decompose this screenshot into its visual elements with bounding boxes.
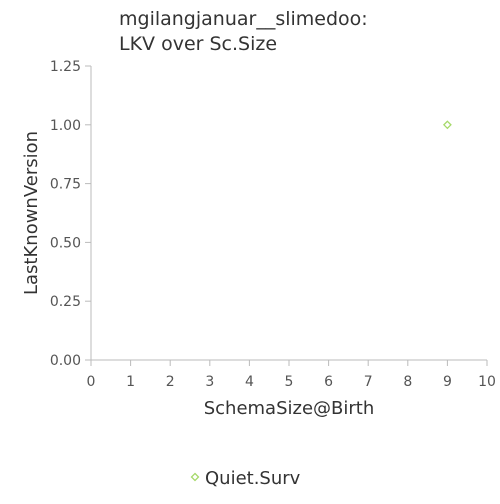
y-axis-label: LastKnownVersion	[21, 131, 42, 295]
x-tick-label: 2	[166, 374, 175, 390]
data-point	[442, 120, 452, 130]
chart-title-line-2: LKV over Sc.Size	[119, 33, 277, 55]
y-tick-label: 1.25	[50, 59, 81, 75]
x-tick-label: 3	[205, 374, 214, 390]
y-tick-label: 0.25	[50, 294, 81, 310]
legend: Quiet.Surv	[190, 468, 301, 489]
x-tick-label: 7	[364, 374, 373, 390]
y-tick-label: 0.00	[50, 353, 81, 369]
x-tick-label: 1	[126, 374, 135, 390]
y-tick-label: 1.00	[50, 118, 81, 134]
legend-label: Quiet.Surv	[205, 468, 301, 489]
x-tick-label: 0	[87, 374, 96, 390]
axes	[85, 66, 487, 366]
x-tick-label: 10	[478, 374, 496, 390]
chart-title-line-1: mgilangjanuar__slimedoo:	[119, 8, 368, 30]
y-tick-label: 0.75	[50, 177, 81, 193]
x-tick-label: 4	[245, 374, 254, 390]
y-tick-label: 0.50	[50, 235, 81, 251]
x-tick-label: 9	[443, 374, 452, 390]
data-points	[442, 120, 452, 130]
y-axis-ticks: 0.00 0.25 0.50 0.75 1.00 1.25	[50, 59, 91, 369]
x-axis-ticks: 0 1 2 3 4 5 6 7 8 9 10	[87, 360, 496, 390]
chart-title: mgilangjanuar__slimedoo: LKV over Sc.Siz…	[119, 8, 368, 55]
x-tick-label: 8	[403, 374, 412, 390]
legend-marker-diamond-icon	[190, 472, 200, 482]
x-axis-label: SchemaSize@Birth	[204, 398, 375, 419]
x-tick-label: 5	[285, 374, 294, 390]
x-tick-label: 6	[324, 374, 333, 390]
